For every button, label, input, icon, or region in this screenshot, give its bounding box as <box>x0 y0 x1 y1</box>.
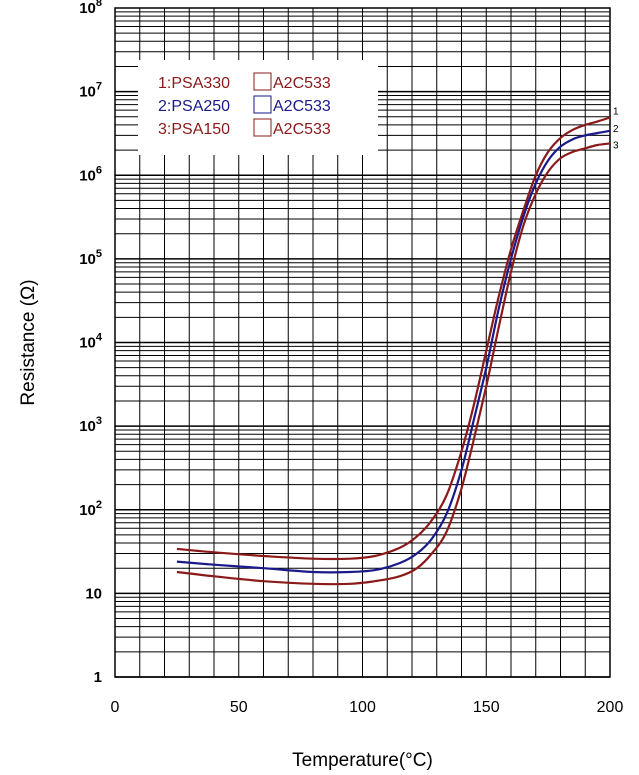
legend-placeholder-box <box>253 95 272 114</box>
series-end-label-2: 2 <box>613 124 619 135</box>
legend-item-prefix: 3:PSA150 <box>158 121 230 138</box>
x-tick-label: 100 <box>349 699 376 716</box>
y-tick-label: 108 <box>79 0 102 17</box>
legend-item-suffix: A2C533 <box>273 98 331 115</box>
y-axis-label: Resistance (Ω) <box>18 279 39 405</box>
y-tick-label: 105 <box>79 248 102 268</box>
x-tick-labels: 0 50 100 150 200 <box>111 699 624 716</box>
x-tick-label: 150 <box>473 699 500 716</box>
y-tick-label: 10 <box>85 585 102 602</box>
legend-item-suffix: A2C533 <box>273 75 331 92</box>
plot-frame <box>114 7 611 678</box>
legend-item-prefix: 1:PSA330 <box>158 75 230 92</box>
series-end-labels: 1 2 3 <box>613 107 619 152</box>
series-line-2 <box>176 129 611 574</box>
x-tick-label: 0 <box>111 699 120 716</box>
y-tick-label: 104 <box>79 332 103 352</box>
y-tick-label: 1 <box>94 669 102 686</box>
series-end-label-1: 1 <box>613 107 619 118</box>
y-tick-label: 106 <box>79 164 102 184</box>
y-tick-label: 103 <box>79 415 102 435</box>
series-line-1 <box>176 116 611 561</box>
series-lines <box>176 116 611 586</box>
x-tick-label: 50 <box>230 699 248 716</box>
legend-item-suffix: A2C533 <box>273 121 331 138</box>
legend-placeholder-box <box>253 72 272 91</box>
legend: 1:PSA330 A2C533 2:PSA250 A2C533 3:PSA150 A2C5… <box>138 60 378 155</box>
series-end-label-3: 3 <box>613 140 619 151</box>
legend-item-prefix: 2:PSA250 <box>158 98 230 115</box>
x-tick-label: 200 <box>597 699 624 716</box>
y-tick-labels: 1 10 102 103 104 105 106 107 108 <box>79 0 103 686</box>
legend-placeholder-box <box>253 118 272 137</box>
y-tick-label: 107 <box>79 81 102 101</box>
legend-background <box>138 60 378 155</box>
y-tick-label: 102 <box>79 499 102 519</box>
series-line-3 <box>176 142 611 586</box>
x-axis-label: Temperature(°C) <box>292 750 433 771</box>
